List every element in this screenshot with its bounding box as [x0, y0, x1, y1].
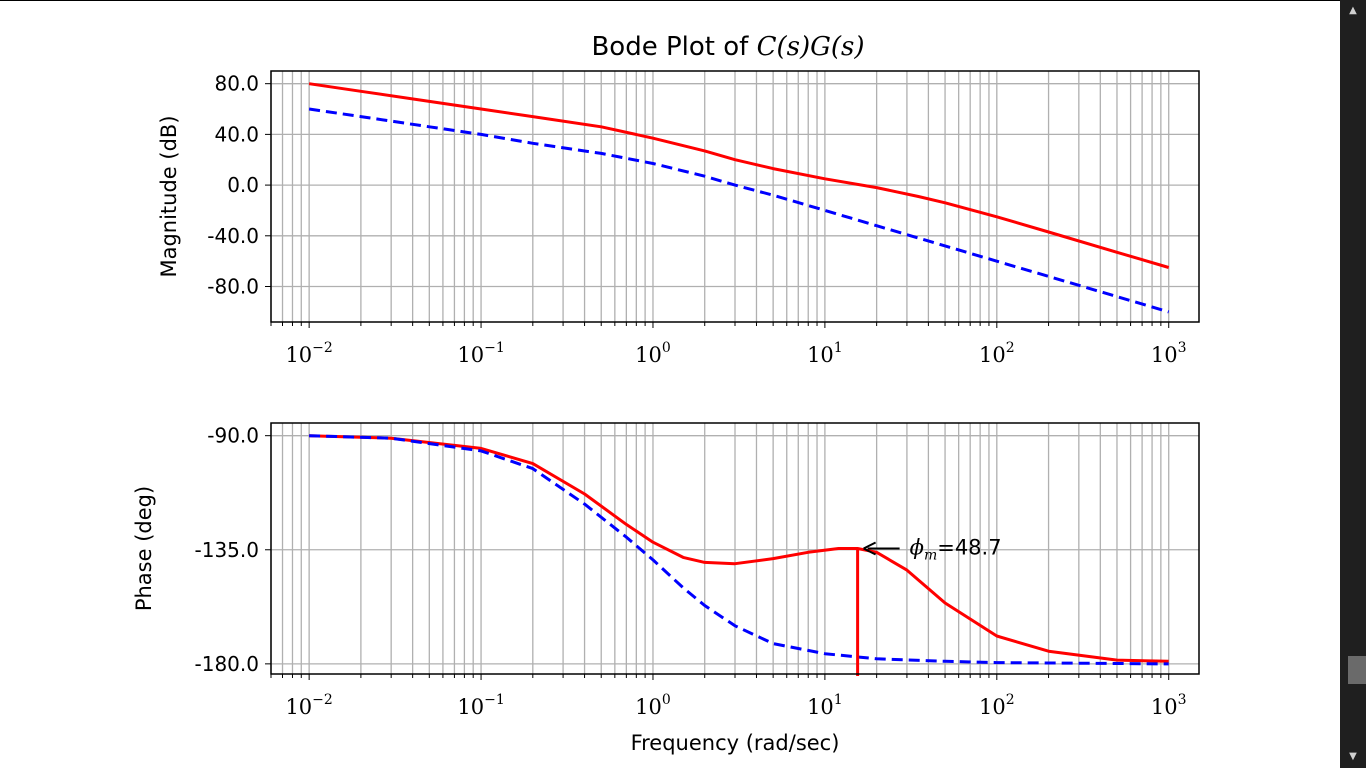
scroll-down-arrow-icon[interactable]: ▼ — [1349, 751, 1357, 762]
phase-axes-frame — [270, 422, 1200, 675]
magnitude-x-tick-label: 101 — [807, 340, 843, 367]
phase-x-axis-label: Frequency (rad/sec) — [631, 731, 840, 755]
phase-y-tick-label: -135.0 — [195, 538, 259, 562]
window-top-border — [0, 0, 1340, 1]
phase-y-tick-label: -180.0 — [195, 652, 259, 676]
phase-x-tick-label: 100 — [635, 692, 671, 719]
phase-y-tick-label: -90.0 — [207, 424, 259, 448]
magnitude-y-axis-label: Magnitude (dB) — [157, 115, 181, 277]
chart-title: Bode Plot of C(s)G(s) — [591, 32, 864, 62]
magnitude-y-tick-label: -80.0 — [207, 275, 259, 299]
phase-y-axis-label: Phase (deg) — [132, 486, 156, 611]
magnitude-y-tick-label: 0.0 — [227, 173, 259, 197]
magnitude-x-tick-label: 100 — [635, 340, 671, 367]
magnitude-series-dashed-blue — [308, 107, 1170, 314]
phase-x-tick-label: 10−2 — [285, 692, 332, 719]
magnitude-series-solid-red — [308, 82, 1170, 269]
phase-margin-arrow-icon — [863, 541, 877, 556]
magnitude-x-tick-label: 10−2 — [285, 340, 332, 367]
phase-panel: -90.0 -135.0 -180.0 10−2 10−1 100 101 102 103 ϕm=… — [132, 422, 1200, 755]
magnitude-panel: 80.0 40.0 0.0 -40.0 -80.0 10−2 10−1 100 101 102 10… — [157, 70, 1200, 367]
phase-x-tick-label: 101 — [807, 692, 843, 719]
scrollbar-thumb[interactable] — [1348, 656, 1366, 684]
chart-title-math: C(s)G(s) — [757, 32, 865, 62]
phase-series-solid-red — [309, 434, 1169, 663]
magnitude-y-tick-label: -40.0 — [207, 224, 259, 248]
magnitude-axes-frame — [270, 70, 1200, 323]
scroll-up-arrow-icon[interactable]: ▲ — [1349, 5, 1357, 16]
magnitude-y-tick-label: 40.0 — [214, 122, 259, 146]
chart-title-prefix: Bode Plot of — [591, 32, 756, 62]
magnitude-y-tick-label: 80.0 — [214, 72, 259, 96]
magnitude-x-tick-label: 10−1 — [457, 340, 504, 367]
phase-x-tick-label: 102 — [979, 692, 1015, 719]
phase-x-tick-label: 103 — [1151, 692, 1187, 719]
phase-x-tick-label: 10−1 — [457, 692, 504, 719]
magnitude-x-tick-label: 102 — [979, 340, 1015, 367]
magnitude-x-tick-label: 103 — [1151, 340, 1187, 367]
vertical-scrollbar[interactable]: ▲ ▼ — [1340, 0, 1366, 768]
phase-margin-label: ϕm=48.7 — [910, 536, 1002, 564]
phase-series-dashed-blue — [309, 434, 1169, 666]
